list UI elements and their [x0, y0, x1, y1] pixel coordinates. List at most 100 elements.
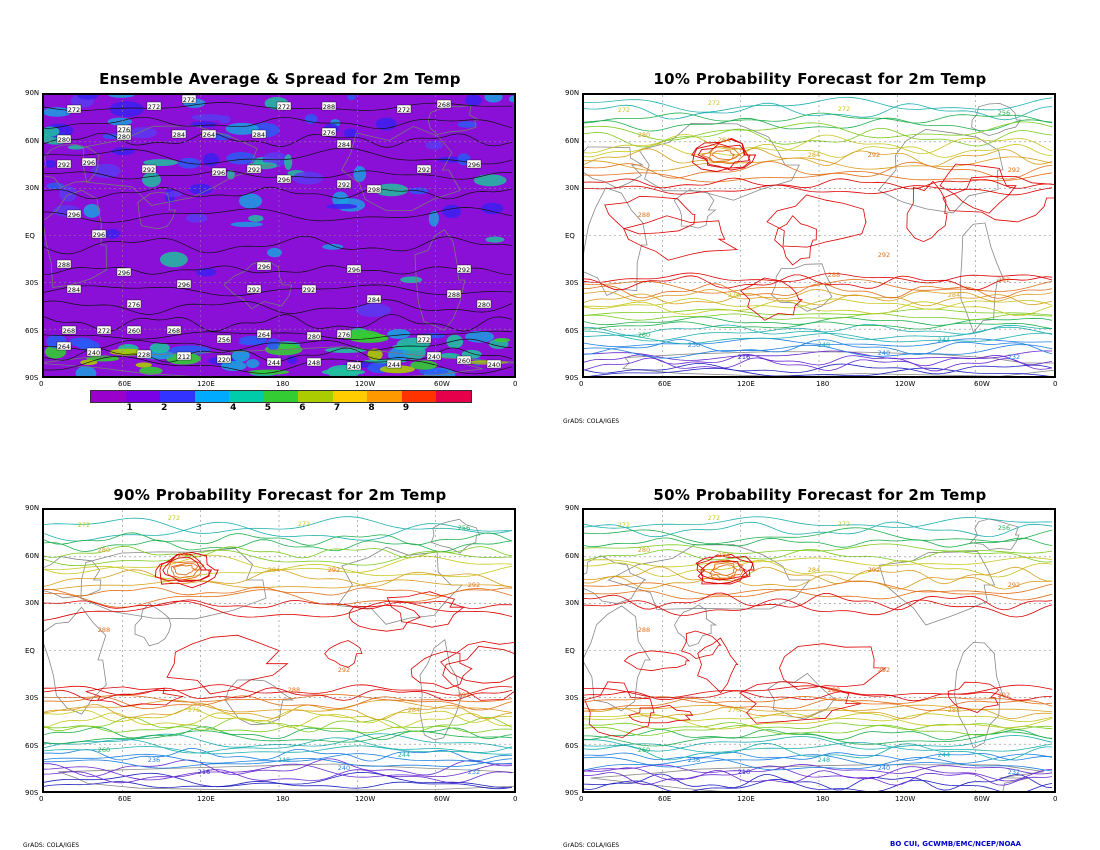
colorbar-label: 4	[230, 403, 237, 413]
contour-label: 240	[338, 764, 350, 772]
coastline	[960, 222, 1005, 333]
contour-line	[584, 742, 1053, 753]
contour-label-box	[81, 157, 97, 167]
contour-label: 288	[323, 103, 335, 111]
contour-line	[584, 592, 1053, 611]
contour-loop	[623, 650, 691, 672]
spread-patch	[332, 191, 349, 207]
lon-tick-label: 120E	[737, 795, 755, 803]
spread-patch	[185, 213, 208, 223]
spread-patch	[473, 174, 507, 187]
contour-line	[584, 143, 1053, 158]
contour-label: 232	[1008, 353, 1020, 361]
contour-label-box	[201, 129, 217, 139]
spread-patch	[191, 113, 226, 121]
spread-patch	[485, 236, 505, 243]
colorbar-swatch	[229, 391, 264, 402]
spread-patch	[226, 152, 257, 165]
contour-label: 288	[638, 211, 650, 219]
lon-tick-label: 180	[276, 380, 290, 388]
coastline	[137, 191, 177, 230]
contour-line	[584, 337, 1052, 347]
contour-line	[44, 687, 513, 702]
contour-label: 228	[138, 351, 150, 359]
contour-line	[44, 753, 513, 765]
contour-label: 236	[148, 756, 160, 764]
lon-tick-label: 0	[513, 795, 518, 803]
contour-label-box	[336, 179, 352, 189]
spread-patch	[135, 362, 152, 368]
spread-patch	[324, 347, 367, 354]
contour-label-box	[346, 264, 362, 274]
colorbar-swatch	[160, 391, 195, 402]
contour-label: 292	[468, 581, 480, 589]
contour-label: 288	[58, 261, 70, 269]
contour-loop	[711, 564, 736, 577]
coastline	[584, 605, 651, 712]
contour-label-box	[301, 284, 317, 294]
contour-line	[584, 537, 1053, 548]
contour-loop	[166, 634, 289, 695]
contour-loop	[584, 681, 655, 738]
contour-label: 248	[278, 756, 290, 764]
contour-loop	[162, 557, 213, 583]
contour-line	[44, 600, 513, 621]
contour-line	[584, 778, 1053, 791]
contour-label: 292	[878, 251, 890, 259]
coastline	[427, 105, 480, 135]
lat-tick-label: 90S	[565, 789, 579, 797]
contour-label-box	[276, 101, 292, 111]
spread-patch	[248, 215, 264, 222]
contour-label: 292	[458, 691, 470, 699]
mean-contour	[44, 235, 513, 255]
contour-line	[44, 539, 513, 553]
contour-loop	[85, 686, 184, 708]
contour-label-box	[386, 359, 402, 369]
contour-label-box	[216, 354, 232, 364]
contour-label-box	[166, 325, 182, 335]
contour-label: 292	[338, 181, 350, 189]
contour-line	[584, 712, 1053, 723]
contour-loop	[711, 149, 736, 161]
coastline	[223, 259, 293, 310]
map-p90-svg: 272 272 272 256 280 284 284 292 292 288 292 288 276 2…	[44, 510, 514, 791]
contour-label: 292	[998, 691, 1010, 699]
lon-tick-label: 0	[579, 380, 584, 388]
contour-label: 272	[618, 521, 630, 529]
coastline	[224, 679, 295, 726]
contour-label-box	[116, 267, 132, 277]
contour-label-box	[171, 129, 187, 139]
contour-line	[584, 344, 1053, 359]
lon-tick-label: 60W	[974, 795, 990, 803]
contour-label-box	[146, 101, 162, 111]
contour-label: 272	[838, 520, 850, 528]
contour-loop	[691, 138, 757, 171]
contour-label: 276	[118, 126, 130, 134]
coastline	[336, 546, 464, 625]
contour-line	[584, 272, 1053, 284]
contour-label: 292	[1008, 581, 1020, 589]
contour-line	[584, 313, 1053, 321]
lon-tick-label: 120W	[355, 795, 376, 803]
contour-label: 216	[738, 353, 750, 361]
contour-line	[584, 690, 1053, 702]
contour-label-box	[466, 159, 482, 169]
lat-tick-label: 30N	[25, 184, 40, 192]
contour-line	[584, 527, 1053, 545]
mean-contour	[44, 313, 513, 332]
contour-label-box	[436, 99, 452, 109]
lat-tick-label: 30S	[25, 694, 39, 702]
lat-tick-label: 60S	[565, 741, 579, 750]
coastline	[44, 189, 107, 288]
contour-label-box	[126, 299, 142, 309]
colorbar-swatch	[263, 391, 299, 402]
contour-line	[584, 274, 1053, 291]
contour-line	[44, 726, 513, 741]
lat-tick-label: 60N	[25, 136, 40, 145]
contour-loop	[692, 138, 751, 172]
contour-line	[584, 516, 1053, 529]
contour-label: 272	[168, 514, 180, 522]
contour-label: 256	[458, 524, 470, 532]
lon-tick-label: 180	[276, 795, 290, 803]
contour-loop	[779, 643, 887, 690]
